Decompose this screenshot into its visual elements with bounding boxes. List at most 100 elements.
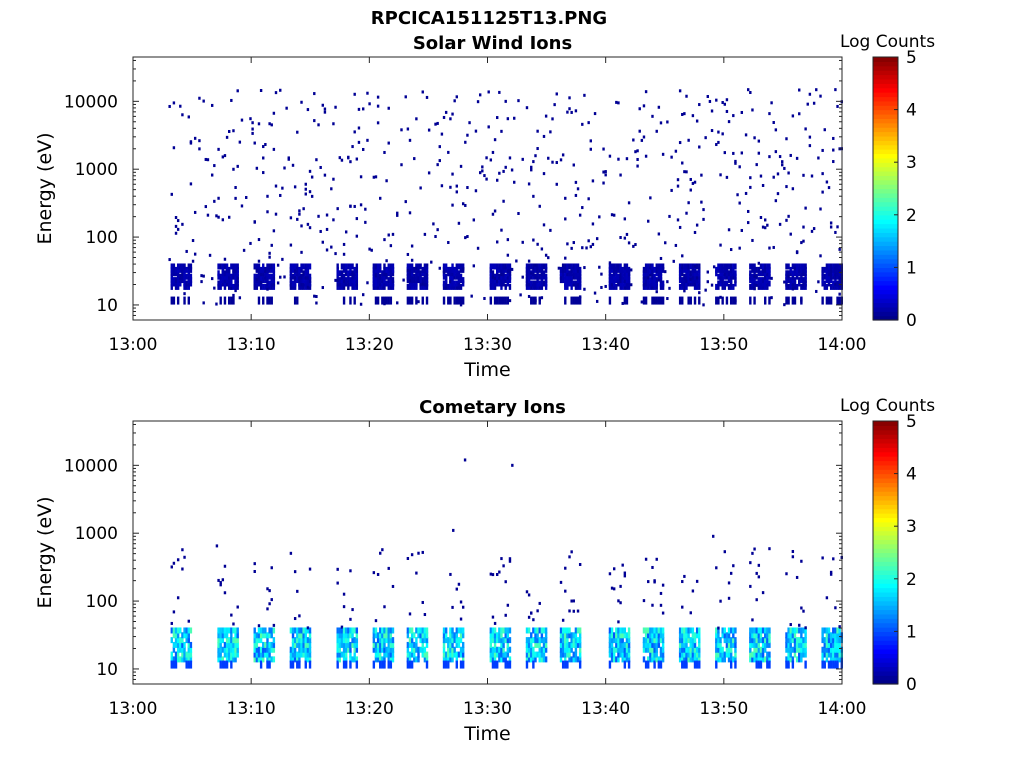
heatmap-cell bbox=[787, 637, 790, 644]
heatmap-cell bbox=[615, 646, 618, 653]
heatmap-cell bbox=[357, 140, 361, 144]
heatmap-cell bbox=[200, 274, 203, 278]
heatmap-cell bbox=[540, 651, 544, 658]
heatmap-cell bbox=[829, 660, 833, 669]
heatmap-cell bbox=[729, 270, 733, 277]
heatmap-cell bbox=[291, 632, 295, 639]
heatmap-cell bbox=[181, 266, 184, 273]
colorbar-segment bbox=[873, 83, 898, 89]
heatmap-cell bbox=[774, 199, 778, 203]
heatmap-cell bbox=[568, 609, 571, 613]
heatmap-cell bbox=[834, 282, 837, 286]
heatmap-cell bbox=[832, 280, 835, 287]
heatmap-cell bbox=[540, 273, 544, 280]
heatmap-cell bbox=[791, 273, 795, 280]
heatmap-cell bbox=[619, 173, 622, 177]
heatmap-cell bbox=[761, 651, 765, 658]
heatmap-cell bbox=[502, 199, 505, 203]
heatmap-cell bbox=[500, 280, 503, 287]
heatmap-cell bbox=[438, 159, 441, 163]
heatmap-cell bbox=[729, 637, 733, 644]
heatmap-cell bbox=[532, 283, 535, 290]
heatmap-cell bbox=[689, 627, 692, 634]
heatmap-cell bbox=[508, 557, 512, 561]
heatmap-cell bbox=[208, 253, 212, 257]
heatmap-cell bbox=[772, 121, 775, 125]
heatmap-cell bbox=[766, 223, 769, 227]
heatmap-cell bbox=[768, 296, 771, 305]
heatmap-cell bbox=[508, 277, 512, 284]
heatmap-cell bbox=[542, 641, 546, 648]
heatmap-cell bbox=[525, 106, 529, 110]
heatmap-cell bbox=[442, 266, 446, 273]
heatmap-cell bbox=[572, 632, 575, 639]
heatmap-cell bbox=[559, 646, 563, 653]
heatmap-cell bbox=[272, 627, 276, 634]
heatmap-cell bbox=[542, 656, 546, 663]
heatmap-cell bbox=[823, 128, 826, 132]
heatmap-cell bbox=[308, 283, 312, 290]
heatmap-cell bbox=[534, 632, 537, 639]
heatmap-cell bbox=[228, 641, 231, 648]
heatmap-cell bbox=[266, 641, 269, 648]
heatmap-cell bbox=[506, 641, 510, 648]
heatmap-cell bbox=[489, 646, 493, 653]
heatmap-cell bbox=[559, 277, 563, 284]
heatmap-cell bbox=[834, 88, 837, 92]
heatmap-cell bbox=[795, 641, 799, 648]
heatmap-cell bbox=[649, 646, 652, 653]
heatmap-cell bbox=[659, 296, 663, 305]
heatmap-cell bbox=[308, 277, 312, 284]
heatmap-cell bbox=[536, 242, 539, 246]
heatmap-cell bbox=[406, 270, 410, 277]
heatmap-cell bbox=[189, 263, 193, 270]
heatmap-cell bbox=[268, 280, 271, 287]
heatmap-cell bbox=[374, 619, 378, 623]
heatmap-cell bbox=[336, 273, 339, 280]
heatmap-cell bbox=[649, 270, 652, 277]
heatmap-cell bbox=[525, 270, 529, 277]
heatmap-cell bbox=[689, 656, 692, 663]
heatmap-cell bbox=[789, 623, 792, 627]
heatmap-cell bbox=[729, 273, 733, 280]
heatmap-cell bbox=[266, 632, 269, 639]
heatmap-cell bbox=[757, 563, 761, 567]
heatmap-cell bbox=[681, 651, 684, 658]
heatmap-cell bbox=[259, 277, 263, 284]
heatmap-cell bbox=[757, 261, 761, 265]
heatmap-cell bbox=[296, 651, 299, 658]
heatmap-cell bbox=[436, 228, 439, 232]
heatmap-cell bbox=[574, 646, 578, 653]
heatmap-cell bbox=[612, 270, 616, 277]
figure-title: RPCICA151125T13.PNG bbox=[371, 8, 607, 29]
heatmap-cell bbox=[766, 641, 769, 648]
heatmap-cell bbox=[561, 270, 565, 277]
heatmap-cell bbox=[349, 641, 352, 648]
heatmap-cell bbox=[349, 266, 352, 273]
heatmap-cell bbox=[408, 651, 412, 658]
heatmap-cell bbox=[674, 149, 678, 153]
heatmap-cell bbox=[757, 283, 761, 290]
heatmap-cell bbox=[695, 223, 699, 227]
heatmap-cell bbox=[644, 627, 648, 634]
heatmap-cell bbox=[370, 248, 373, 252]
heatmap-cell bbox=[381, 637, 384, 644]
heatmap-cell bbox=[221, 578, 225, 582]
heatmap-cell bbox=[259, 88, 263, 92]
heatmap-cell bbox=[683, 646, 686, 653]
heatmap-cell bbox=[236, 646, 239, 653]
heatmap-cell bbox=[695, 627, 699, 634]
heatmap-cell bbox=[489, 641, 493, 648]
x-tick-label: 13:30 bbox=[463, 699, 512, 719]
heatmap-cell bbox=[185, 660, 188, 669]
heatmap-cell bbox=[649, 277, 652, 284]
colorbar-tick-label: 0 bbox=[906, 311, 917, 331]
heatmap-cell bbox=[559, 632, 563, 639]
heatmap-cell bbox=[687, 270, 690, 277]
heatmap-cell bbox=[791, 287, 795, 291]
heatmap-cell bbox=[621, 273, 624, 280]
colorbar-segment bbox=[873, 241, 898, 247]
heatmap-cell bbox=[832, 627, 835, 634]
heatmap-cell bbox=[210, 173, 214, 177]
